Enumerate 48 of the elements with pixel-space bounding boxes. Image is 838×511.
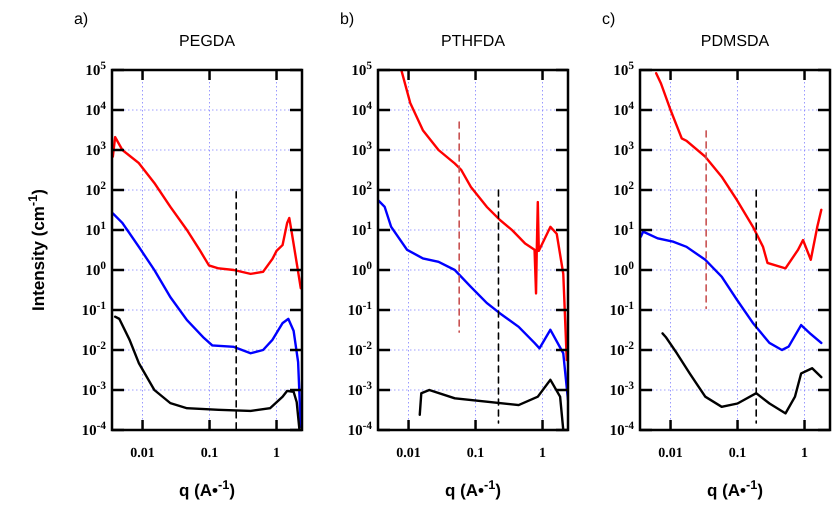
y-tick-label: 10$^{-2}$ — [610, 340, 634, 359]
y-tick-label: 10$^{1}$ — [85, 220, 106, 239]
x-tick-label: 1 — [539, 446, 546, 461]
x-tick-label: 0.01 — [396, 446, 421, 461]
x-axis-title: q (A•$^{-1}$) — [706, 476, 764, 500]
y-tick-label: 10$^{-4}$ — [610, 420, 634, 439]
y-tick-label: 10$^{3}$ — [85, 140, 106, 159]
text: c) — [602, 11, 616, 28]
x-tick-label: 0.01 — [658, 446, 683, 461]
y-tick-label: 10$^{4}$ — [85, 100, 106, 119]
y-tick-label: 10$^{5}$ — [351, 60, 372, 79]
text: b) — [340, 11, 354, 28]
y-tick-label: 10$^{-3}$ — [348, 380, 372, 399]
x-axis-title: q (A•$^{-1}$) — [178, 476, 236, 500]
x-tick-label: 0.1 — [466, 446, 484, 461]
chart-title: PDMSDA — [700, 33, 770, 50]
y-tick-label: 10$^{5}$ — [613, 60, 634, 79]
text: a) — [74, 11, 88, 28]
y-tick-label: 10$^{4}$ — [351, 100, 372, 119]
y-tick-label: 10$^{2}$ — [351, 180, 372, 199]
y-tick-label: 10$^{3}$ — [351, 140, 372, 159]
chart-title: PEGDA — [178, 33, 236, 50]
y-tick-label: 10$^{2}$ — [613, 180, 634, 199]
chart-title: PTHFDA — [441, 33, 506, 50]
y-tick-label: 10$^{0}$ — [613, 260, 634, 279]
x-tick-label: 1 — [273, 446, 280, 461]
y-tick-label: 10$^{0}$ — [351, 260, 372, 279]
y-tick-label: 10$^{-4}$ — [82, 420, 106, 439]
y-tick-label: 10$^{-4}$ — [348, 420, 372, 439]
y-tick-label: 10$^{1}$ — [613, 220, 634, 239]
y-tick-label: 10$^{5}$ — [85, 60, 106, 79]
x-tick-label: 0.1 — [200, 446, 218, 461]
x-tick-label: 0.1 — [728, 446, 746, 461]
y-tick-label: 10$^{3}$ — [613, 140, 634, 159]
y-tick-label: 10$^{0}$ — [85, 260, 106, 279]
x-tick-label: 1 — [801, 446, 808, 461]
y-tick-label: 10$^{-1}$ — [610, 300, 634, 319]
y-tick-label: 10$^{1}$ — [351, 220, 372, 239]
y-tick-label: 10$^{2}$ — [85, 180, 106, 199]
x-axis-title: q (A•$^{-1}$) — [444, 476, 502, 500]
y-tick-label: 10$^{-1}$ — [348, 300, 372, 319]
x-tick-label: 0.01 — [130, 446, 155, 461]
y-tick-label: 10$^{-2}$ — [82, 340, 106, 359]
y-tick-label: 10$^{-1}$ — [82, 300, 106, 319]
y-tick-label: 10$^{-2}$ — [348, 340, 372, 359]
y-tick-label: 10$^{4}$ — [613, 100, 634, 119]
y-tick-label: 10$^{-3}$ — [82, 380, 106, 399]
y-tick-label: 10$^{-3}$ — [610, 380, 634, 399]
